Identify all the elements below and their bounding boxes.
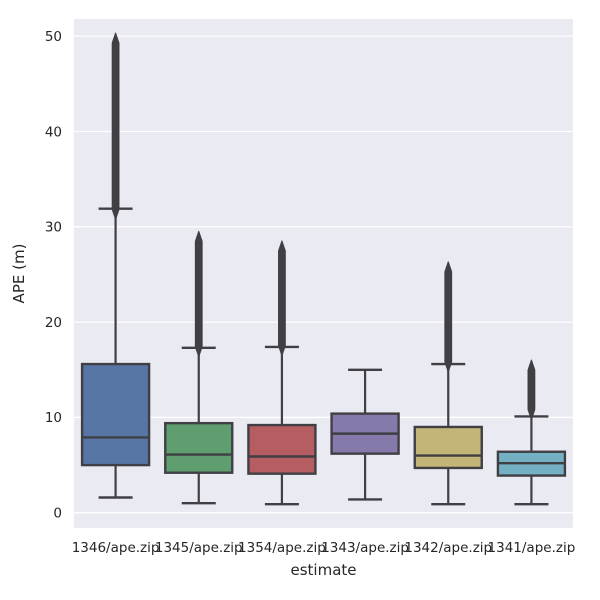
plot-background <box>74 19 573 528</box>
outlier-column-1 <box>194 230 203 358</box>
y-tick-label: 10 <box>45 410 62 426</box>
x-axis-label: estimate <box>290 561 356 579</box>
outlier-column-5 <box>527 359 536 421</box>
x-tick-label: 1354/ape.zip <box>238 540 326 556</box>
y-tick-label: 50 <box>45 29 62 45</box>
outlier-column-2 <box>278 240 286 357</box>
box-1345-ape-zip <box>164 421 234 474</box>
y-tick-label: 0 <box>53 506 62 522</box>
outlier-column-4 <box>444 261 453 373</box>
x-tick-label: 1343/ape.zip <box>321 540 409 556</box>
x-tick-label: 1345/ape.zip <box>155 540 243 556</box>
y-axis-label: APE (m) <box>10 244 28 304</box>
box-1342-ape-zip <box>413 425 483 470</box>
x-tick-label: 1341/ape.zip <box>488 540 576 556</box>
box-1354-ape-zip <box>247 423 317 475</box>
x-tick-label: 1346/ape.zip <box>72 540 160 556</box>
y-tick-label: 20 <box>45 315 62 331</box>
box-1346-ape-zip <box>80 362 151 467</box>
y-tick-label: 40 <box>45 124 62 140</box>
outlier-column-0 <box>111 32 120 220</box>
x-tick-label: 1342/ape.zip <box>404 540 492 556</box>
y-tick-label: 30 <box>45 220 62 236</box>
